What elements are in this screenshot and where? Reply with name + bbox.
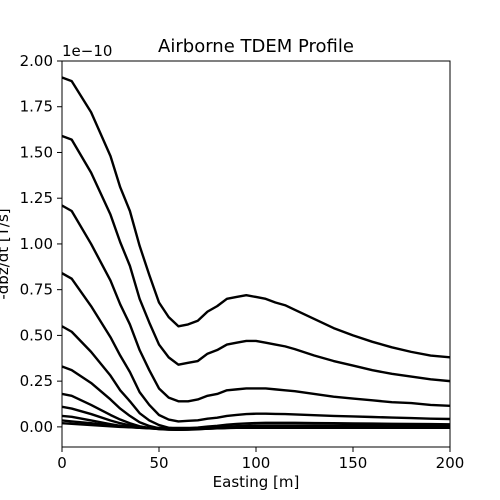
series-line-1 [62,77,450,357]
series-layer [62,77,450,429]
y-axis-label: -dbz/dt [T/s] [0,208,12,299]
series-line-2 [62,136,450,381]
x-tick-label: 200 [436,454,465,472]
x-tick-label: 0 [57,454,67,472]
y-tick-label: 1.75 [20,98,53,116]
chart-title: Airborne TDEM Profile [158,36,354,57]
x-tick-label: 100 [242,454,271,472]
y-tick-label: 0.50 [20,326,53,344]
y-tick-label: 0.75 [20,281,53,299]
y-tick-label: 1.25 [20,189,53,207]
x-axis-label: Easting [m] [213,473,300,491]
y-tick-label: 1.50 [20,143,53,161]
y-axis-offset-text: 1e−10 [62,42,112,60]
x-axis: 0 50 100 150 200 [57,447,464,472]
x-tick-label: 150 [339,454,368,472]
y-tick-label: 0.00 [20,418,53,436]
y-tick-label: 1.00 [20,235,53,253]
y-axis: 0.00 0.25 0.50 0.75 1.00 1.25 1.50 1.75 2.00 [20,52,62,436]
y-tick-label: 0.25 [20,372,53,390]
series-line-3 [62,206,450,406]
y-tick-label: 2.00 [20,52,53,70]
x-tick-label: 50 [149,454,168,472]
